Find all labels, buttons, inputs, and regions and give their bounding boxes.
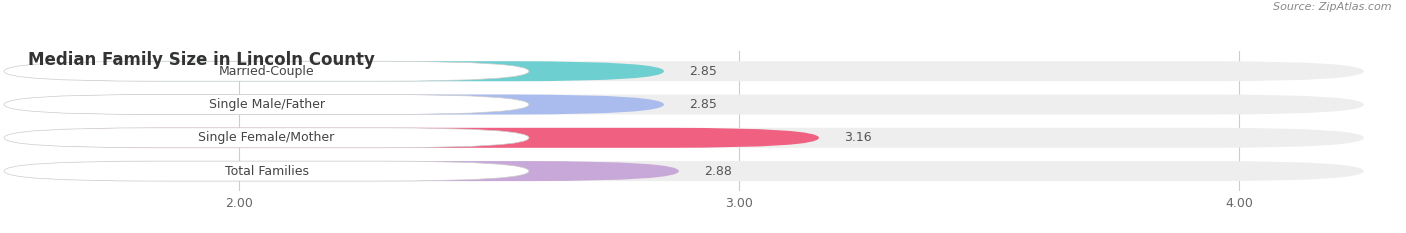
FancyBboxPatch shape: [14, 161, 1364, 181]
Text: 2.85: 2.85: [689, 98, 717, 111]
FancyBboxPatch shape: [4, 95, 529, 114]
FancyBboxPatch shape: [4, 128, 529, 148]
Text: Total Families: Total Families: [225, 164, 308, 178]
FancyBboxPatch shape: [14, 128, 1364, 148]
FancyBboxPatch shape: [14, 61, 664, 81]
FancyBboxPatch shape: [14, 61, 1364, 81]
FancyBboxPatch shape: [4, 161, 529, 181]
FancyBboxPatch shape: [14, 95, 664, 114]
Text: Median Family Size in Lincoln County: Median Family Size in Lincoln County: [28, 51, 374, 69]
FancyBboxPatch shape: [14, 128, 818, 148]
Text: Source: ZipAtlas.com: Source: ZipAtlas.com: [1274, 2, 1392, 12]
FancyBboxPatch shape: [4, 61, 529, 81]
FancyBboxPatch shape: [14, 161, 679, 181]
Text: 2.85: 2.85: [689, 65, 717, 78]
FancyBboxPatch shape: [14, 95, 1364, 114]
Text: 2.88: 2.88: [704, 164, 731, 178]
Text: Single Male/Father: Single Male/Father: [208, 98, 325, 111]
Text: 3.16: 3.16: [844, 131, 872, 144]
Text: Married-Couple: Married-Couple: [219, 65, 315, 78]
Text: Single Female/Mother: Single Female/Mother: [198, 131, 335, 144]
